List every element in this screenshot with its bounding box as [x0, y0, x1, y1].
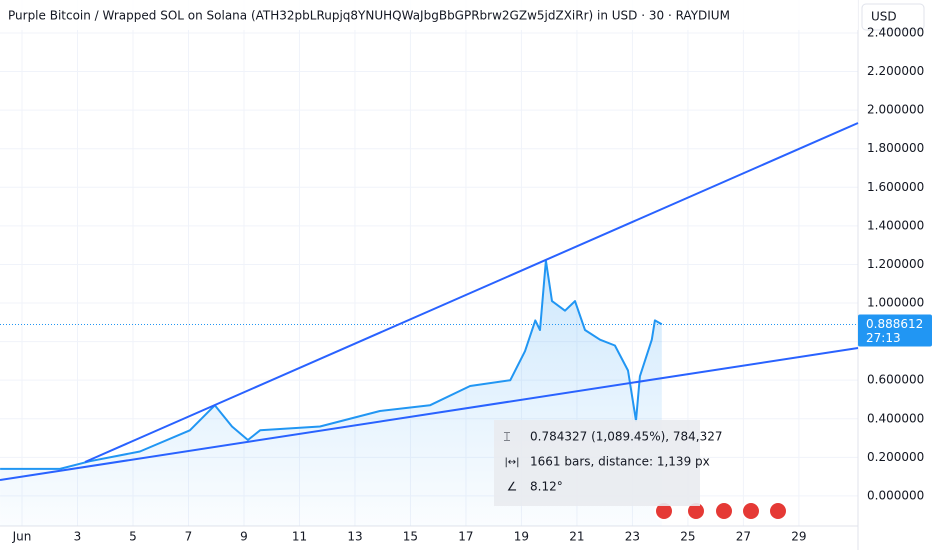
price-line — [0, 259, 663, 470]
x-tick-label: 9 — [240, 530, 248, 544]
x-tick-label: 11 — [292, 530, 307, 544]
y-tick-label: 1.400000 — [867, 218, 924, 232]
measure-bars: 1661 bars, distance: 1,139 px — [530, 455, 710, 469]
measure-icon: |↔| — [504, 457, 519, 468]
y-tick-label: 0.200000 — [867, 450, 924, 464]
x-tick-label: 29 — [791, 530, 806, 544]
x-tick-label: 27 — [736, 530, 751, 544]
last-price-label: 0.888612 — [866, 317, 923, 331]
plot — [0, 259, 858, 526]
y-tick-label: 0.400000 — [867, 411, 924, 425]
x-tick-label: 15 — [403, 530, 418, 544]
currency-button[interactable] — [861, 3, 925, 31]
y-tick-label: 1.000000 — [867, 296, 924, 310]
y-tick-label: 2.200000 — [867, 64, 924, 78]
x-tick-label: 17 — [458, 530, 473, 544]
y-tick-label: 2.400000 — [867, 25, 924, 39]
title-bg — [0, 0, 858, 30]
x-tick-label: 3 — [74, 530, 82, 544]
measure-icon: ⌶ — [503, 430, 510, 444]
x-tick-label: 7 — [185, 530, 193, 544]
countdown-label: 27:13 — [866, 331, 901, 345]
trend-line — [84, 122, 859, 463]
y-tick-label: 0.600000 — [867, 373, 924, 387]
last-price-box — [858, 314, 932, 347]
x-tick-label: 19 — [514, 530, 529, 544]
y-tick-label: 1.200000 — [867, 257, 924, 271]
currency-label[interactable]: USD — [871, 10, 897, 24]
event-flag — [768, 501, 788, 521]
y-tick-label: 2.000000 — [867, 103, 924, 117]
trend-line — [0, 347, 859, 481]
event-flag — [714, 501, 734, 521]
measure-box — [494, 420, 700, 506]
x-tick-label: Jun — [12, 530, 32, 544]
chart-title: Purple Bitcoin / Wrapped SOL on Solana (… — [8, 9, 730, 23]
event-flag — [741, 501, 761, 521]
measure-icon: ∠ — [507, 480, 518, 494]
y-tick-label: 1.800000 — [867, 141, 924, 155]
x-tick-label: 13 — [347, 530, 362, 544]
flags — [654, 501, 788, 521]
measure-angle: 8.12° — [530, 480, 563, 494]
x-tick-label: 5 — [129, 530, 137, 544]
y-tick-label: 0.000000 — [867, 488, 924, 502]
y-tick-label: 1.600000 — [867, 180, 924, 194]
measure-price: 0.784327 (1,089.45%), 784,327 — [530, 430, 723, 444]
x-tick-label: 25 — [680, 530, 695, 544]
x-tick-label: 21 — [569, 530, 584, 544]
x-tick-label: 23 — [625, 530, 640, 544]
